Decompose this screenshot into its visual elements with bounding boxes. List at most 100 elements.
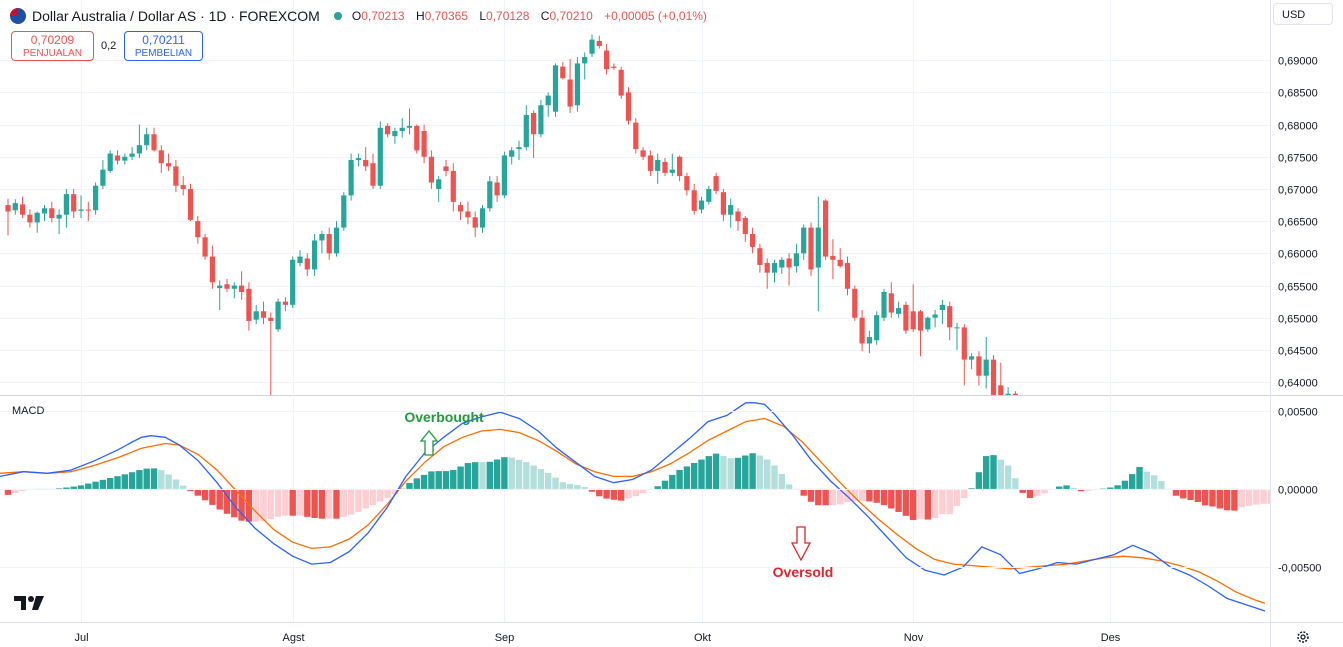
candle-body bbox=[501, 155, 507, 196]
candle-body bbox=[677, 156, 683, 177]
histogram-bar bbox=[997, 459, 1004, 489]
ohlc-open-key: O bbox=[351, 9, 362, 23]
histogram-bar bbox=[632, 488, 639, 497]
symbol-title[interactable]: Dollar Australia / Dollar AS · 1D · FORE… bbox=[32, 8, 320, 24]
candle-body bbox=[852, 288, 858, 318]
candle-body bbox=[640, 150, 646, 157]
histogram-bar bbox=[983, 456, 990, 489]
histogram-bar bbox=[669, 474, 676, 489]
histogram-bar bbox=[420, 474, 428, 489]
price-tick-label: 0,67500 bbox=[1278, 153, 1318, 165]
histogram-bar bbox=[800, 488, 807, 496]
histogram-bar bbox=[70, 486, 77, 489]
time-tick-label: Agst bbox=[282, 632, 304, 644]
histogram-bar bbox=[282, 488, 289, 516]
histogram-bar bbox=[596, 488, 603, 497]
histogram-bar bbox=[888, 488, 895, 509]
candle-body bbox=[85, 209, 91, 211]
histogram-bar bbox=[428, 471, 435, 489]
candle-body bbox=[326, 234, 332, 254]
candle-body bbox=[297, 256, 303, 264]
candle-body bbox=[604, 50, 610, 70]
candle-body bbox=[823, 200, 829, 257]
candle-body bbox=[589, 39, 595, 54]
candle-body bbox=[830, 255, 836, 260]
candle-body bbox=[56, 214, 62, 219]
candle-body bbox=[166, 163, 172, 167]
candle-body bbox=[859, 317, 865, 344]
histogram-bar bbox=[910, 488, 917, 521]
candle-body bbox=[954, 327, 960, 329]
histogram-bar bbox=[1056, 486, 1063, 489]
histogram-bar bbox=[1004, 465, 1012, 489]
ohlc-change: +0,00005 (+0,01%) bbox=[604, 9, 707, 23]
candles-layer bbox=[5, 34, 1018, 395]
candle-body bbox=[107, 153, 113, 171]
candle-body bbox=[552, 65, 559, 112]
histogram-bar bbox=[128, 472, 136, 489]
candle-body bbox=[837, 259, 843, 267]
histogram-bar bbox=[742, 455, 749, 489]
candle-body bbox=[567, 79, 573, 107]
price-tick-label: 0,66000 bbox=[1278, 249, 1318, 261]
histogram-bar bbox=[136, 470, 143, 489]
histogram-bar bbox=[238, 488, 245, 521]
histogram-bar bbox=[1216, 488, 1223, 509]
histogram-bar bbox=[771, 465, 778, 489]
histogram-bar bbox=[924, 488, 931, 520]
candle-body bbox=[764, 263, 770, 273]
candle-body bbox=[231, 285, 237, 289]
settings-gear-icon[interactable] bbox=[1296, 630, 1310, 644]
candle-body bbox=[655, 159, 661, 171]
candle-body bbox=[319, 234, 325, 241]
histogram-bar bbox=[1150, 475, 1158, 489]
candle-body bbox=[304, 258, 310, 270]
candle-body bbox=[158, 150, 164, 164]
histogram-bar bbox=[1267, 488, 1270, 504]
time-tick-label: Nov bbox=[904, 632, 924, 644]
histogram-bar bbox=[479, 462, 486, 489]
indicator-label[interactable]: MACD bbox=[12, 405, 45, 417]
histogram-bar bbox=[764, 459, 771, 489]
candle-body bbox=[34, 212, 40, 223]
histogram-bar bbox=[472, 462, 479, 489]
globe-flag-icon bbox=[10, 8, 26, 24]
candle-body bbox=[414, 125, 420, 151]
histogram-bar bbox=[880, 488, 888, 506]
histogram-bar bbox=[1070, 487, 1077, 489]
candle-body bbox=[976, 356, 982, 376]
candle-body bbox=[136, 145, 142, 154]
candle-body bbox=[421, 131, 427, 157]
histogram-bar bbox=[610, 488, 618, 500]
currency-selector[interactable]: USD bbox=[1273, 3, 1333, 25]
sell-button[interactable]: 0,70209 PENJUALAN bbox=[11, 31, 94, 61]
candle-body bbox=[202, 237, 208, 257]
ohlc-close: 0,70210 bbox=[549, 9, 593, 23]
histogram-bar bbox=[333, 488, 340, 519]
candle-body bbox=[698, 200, 705, 210]
tradingview-logo-icon[interactable] bbox=[14, 594, 46, 612]
histogram-bar bbox=[187, 488, 194, 492]
buy-button[interactable]: 0,70211 PEMBELIAN bbox=[124, 31, 203, 61]
histogram-bar bbox=[406, 482, 413, 489]
histogram-bar bbox=[55, 488, 63, 490]
histogram-bar bbox=[1187, 488, 1194, 501]
histogram-bar bbox=[756, 455, 764, 489]
candle-body bbox=[239, 285, 245, 292]
candle-body bbox=[523, 114, 529, 148]
histogram-bar bbox=[19, 488, 26, 492]
candle-body bbox=[808, 227, 814, 270]
candle-body bbox=[998, 385, 1004, 395]
candle-body bbox=[487, 181, 493, 209]
candle-body bbox=[217, 285, 223, 289]
buy-label: PEMBELIAN bbox=[134, 48, 193, 59]
candle-body bbox=[114, 155, 121, 161]
histogram-bar bbox=[1202, 488, 1209, 506]
time-tick-label: Des bbox=[1101, 632, 1121, 644]
histogram-bar bbox=[377, 488, 384, 502]
histogram-bar bbox=[545, 472, 552, 489]
histogram-bar bbox=[727, 458, 734, 489]
histogram-bar bbox=[158, 470, 165, 489]
histogram-bar bbox=[1209, 488, 1216, 507]
